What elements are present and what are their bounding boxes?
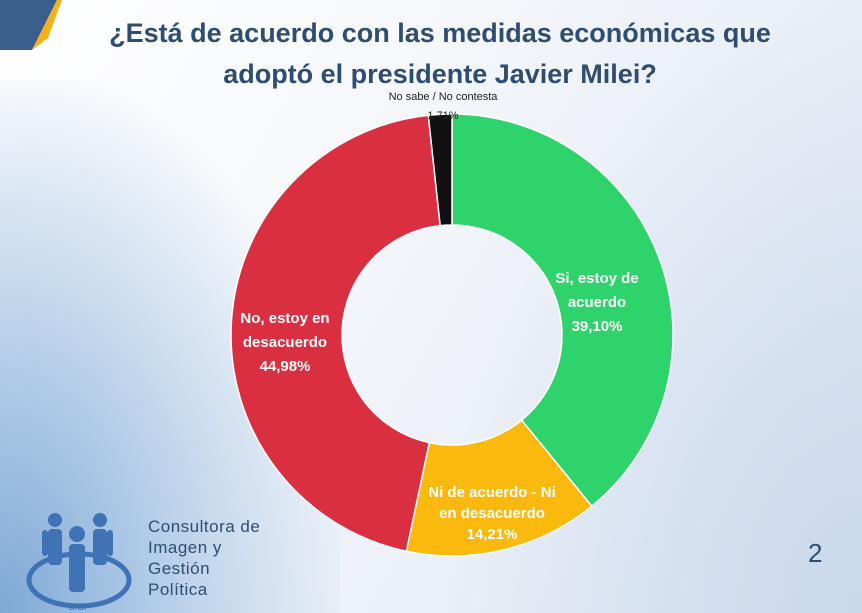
slice-data-label: No, estoy en [240, 310, 329, 327]
logo-acronym: CIGP [68, 602, 90, 612]
slice-annotation-label: No sabe / No contesta [389, 91, 499, 103]
people-logo-icon: CIGP [26, 513, 132, 612]
slice-data-label: 44,98% [260, 358, 311, 375]
chart-title-line-2: adoptó el presidente Javier Milei? [223, 59, 657, 89]
donut-slice [451, 113, 674, 508]
brand-name: Consultora de Imagen y Gestión Política [148, 516, 308, 600]
slice-annotation-label: 1,71% [427, 110, 458, 122]
slice-data-label: acuerdo [568, 294, 626, 311]
donut-slice [230, 114, 442, 553]
slice-data-label: 14,21% [467, 526, 518, 543]
donut-slice [427, 113, 453, 227]
corner-logo-icon [0, 0, 62, 50]
slice-data-label: Si, estoy de [555, 270, 638, 287]
slice-data-label: desacuerdo [243, 334, 327, 351]
brand-line-1: Consultora de [148, 517, 261, 536]
chart-title-line-1: ¿Está de acuerdo con las medidas económi… [109, 18, 771, 48]
page-number: 2 [808, 538, 823, 568]
slice-data-label: en desacuerdo [439, 505, 545, 522]
slice-data-label: Ni de acuerdo - Ni [428, 484, 556, 501]
brand-line-4: Política [148, 580, 208, 599]
brand-line-3: Gestión [148, 559, 211, 578]
slice-data-label: 39,10% [572, 318, 623, 335]
brand-line-2: Imagen y [148, 538, 222, 557]
